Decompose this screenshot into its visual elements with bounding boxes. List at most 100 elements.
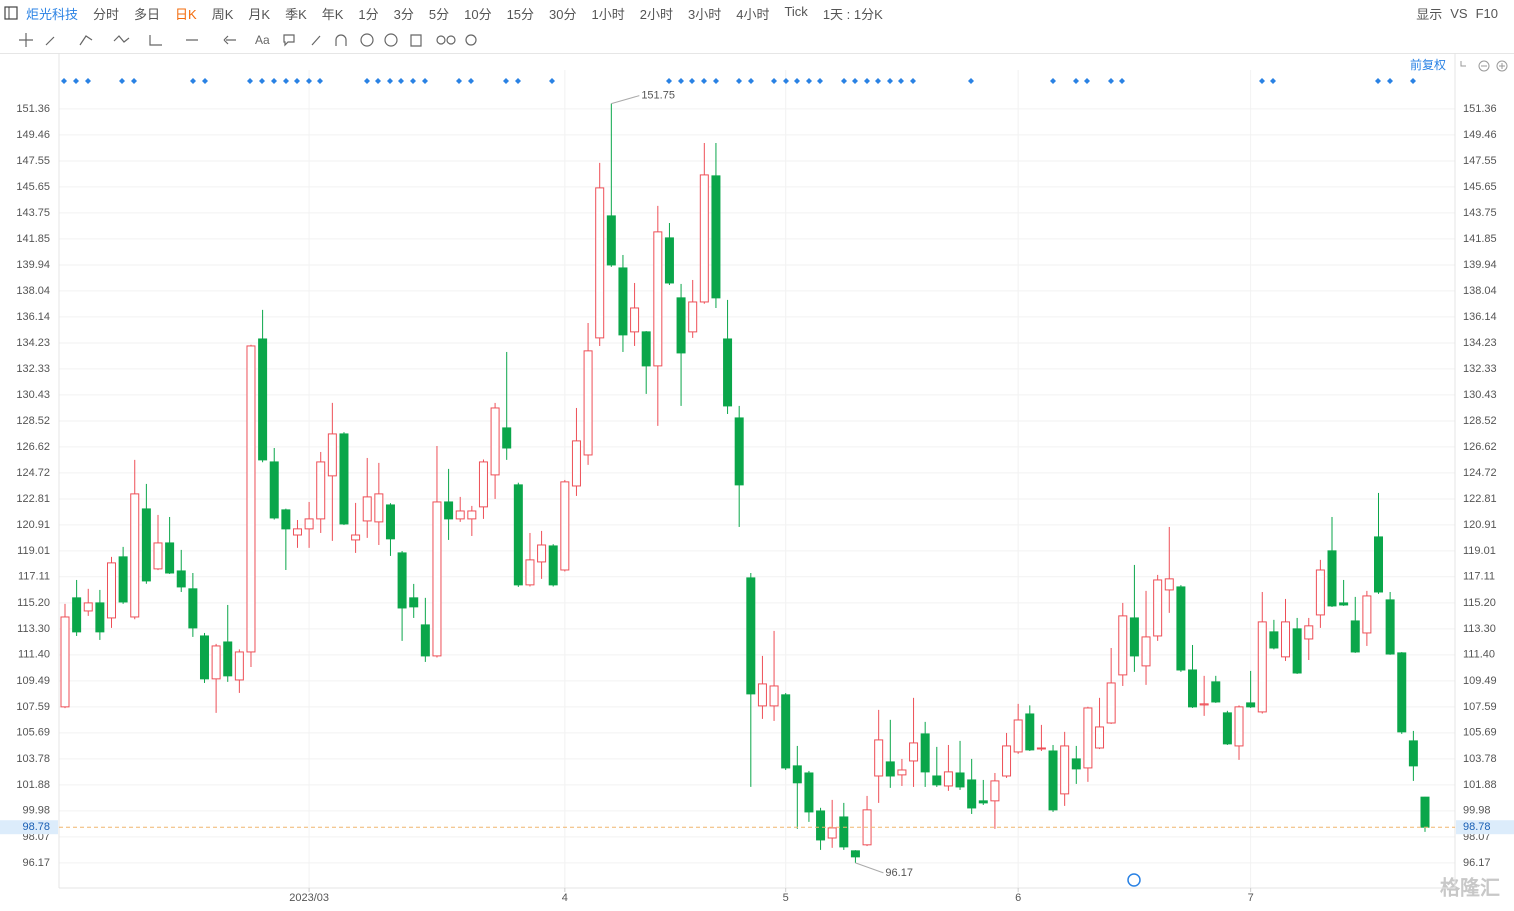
event-icon[interactable] [1127, 873, 1141, 887]
period-button[interactable]: 1天 : 1分K [822, 7, 883, 22]
event-marker [1270, 78, 1276, 84]
period-button[interactable]: 分时 [93, 7, 120, 22]
y-tick-label: 141.85 [16, 233, 50, 245]
y-tick-label-right: 120.91 [1463, 519, 1497, 531]
candle-body [211, 645, 221, 680]
x-tick-label: 5 [783, 892, 789, 904]
period-button[interactable]: 10分 [464, 7, 492, 22]
event-marker [468, 78, 474, 84]
candle-body [281, 509, 291, 530]
period-button[interactable]: 15分 [506, 7, 535, 22]
y-tick-label: 151.36 [16, 103, 50, 115]
candle-body [1199, 703, 1209, 706]
candle-body [955, 772, 965, 788]
candle-body [792, 765, 802, 784]
period-button[interactable]: 5分 [428, 7, 450, 22]
candle-body [769, 685, 779, 707]
high-leader [611, 95, 640, 105]
y-tick-label-right: 151.36 [1463, 103, 1497, 115]
toolbar-button[interactable]: VS [1450, 6, 1468, 21]
period-button[interactable]: 1分 [358, 7, 379, 22]
y-tick-label: 139.94 [16, 259, 50, 271]
candle-body [95, 602, 105, 633]
period-button[interactable]: 周K [211, 7, 234, 22]
last-price-bg-right [1456, 820, 1514, 835]
x-tick-label: 4 [562, 892, 568, 904]
candle-body [1095, 726, 1105, 749]
event-marker [306, 78, 312, 84]
adjust-label[interactable]: 前复权 [1410, 57, 1446, 72]
period-button[interactable]: 多日 [134, 7, 161, 22]
candle-body [1408, 740, 1418, 767]
event-marker [1119, 78, 1125, 84]
toolbar-button[interactable]: F10 [1475, 6, 1498, 21]
candle-body [746, 577, 756, 695]
stock-name[interactable]: 炬光科技 [26, 7, 79, 22]
period-button[interactable]: 季K [285, 7, 307, 22]
event-marker [85, 78, 91, 84]
candle-body [827, 827, 837, 839]
candle-body [141, 508, 151, 582]
y-tick-label: 115.20 [17, 597, 50, 609]
candle-body [1025, 713, 1035, 751]
event-marker [259, 78, 265, 84]
candle-body [176, 570, 186, 588]
candle-body [885, 761, 895, 777]
y-tick-label-right: 109.49 [1463, 675, 1497, 687]
candle-body [641, 331, 651, 367]
period-button[interactable]: 年K [321, 7, 344, 22]
event-marker [503, 78, 509, 84]
y-tick-label-right: 103.78 [1463, 753, 1497, 765]
event-marker [666, 78, 672, 84]
period-button[interactable]: 3分 [393, 7, 414, 22]
period-button[interactable]: 日K [175, 7, 197, 22]
y-tick-label-right: 128.52 [1463, 415, 1497, 427]
candle-body [478, 461, 488, 508]
y-tick-label-right: 132.33 [1463, 363, 1497, 375]
period-button[interactable]: 3小时 [687, 7, 722, 22]
candle-body [374, 493, 384, 523]
candle-body [385, 504, 395, 540]
candle-body [897, 769, 907, 776]
candle-body [130, 493, 140, 618]
candle-body [1013, 719, 1023, 753]
period-button[interactable]: Tick [784, 4, 808, 19]
period-button[interactable]: 4小时 [736, 7, 770, 22]
candle-body [199, 635, 209, 680]
period-button[interactable]: 1小时 [591, 7, 625, 22]
y-tick-label-right: 139.94 [1463, 259, 1497, 271]
period-button[interactable]: 月K [248, 7, 271, 22]
drawing-toolbar: Aa [0, 27, 1514, 54]
candle-body [571, 440, 581, 487]
event-marker [375, 78, 381, 84]
period-button[interactable]: 2小时 [639, 7, 673, 22]
y-tick-label: 138.04 [16, 285, 50, 297]
x-tick-label: 7 [1248, 892, 1254, 904]
candle-body [920, 733, 930, 773]
candle-body [339, 433, 349, 525]
candle-body [711, 175, 721, 299]
candle-body [1106, 682, 1116, 724]
low-label: 96.17 [885, 867, 913, 879]
event-marker [968, 78, 974, 84]
candle-body [432, 501, 442, 657]
low-leader [855, 862, 884, 874]
event-marker [783, 78, 789, 84]
y-tick-label-right: 111.40 [1463, 649, 1495, 661]
candle-body [153, 542, 163, 570]
y-tick-label-right: 124.72 [1463, 467, 1497, 479]
period-button[interactable]: 30分 [549, 7, 577, 22]
y-tick-label: 117.11 [18, 571, 50, 583]
y-tick-label: 101.88 [16, 779, 50, 791]
event-marker [398, 78, 404, 84]
y-tick-label-right: 119.01 [1463, 545, 1496, 557]
candle-body [258, 338, 268, 461]
candle-body [1292, 628, 1302, 674]
y-tick-label-right: 96.17 [1463, 857, 1491, 869]
candle-body [1071, 758, 1081, 770]
y-tick-label: 124.72 [16, 467, 50, 479]
last-price-label: 98.78 [22, 821, 50, 833]
event-marker [887, 78, 893, 84]
candle-body [502, 427, 512, 449]
toolbar-button[interactable]: 显示 [1416, 7, 1443, 22]
